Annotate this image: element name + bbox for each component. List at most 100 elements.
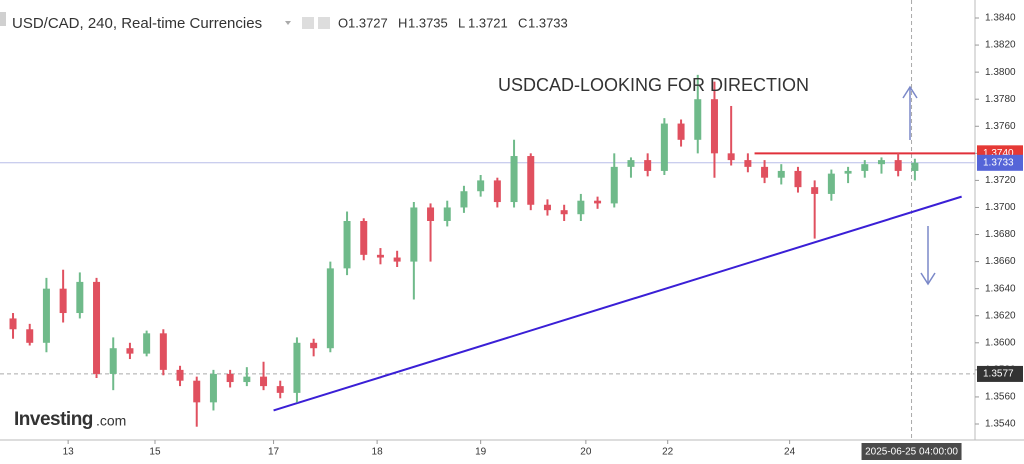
candle-body: [76, 281, 84, 314]
candle-body: [260, 376, 268, 387]
candle-body: [226, 373, 234, 383]
x-tick-label: 19: [475, 447, 487, 458]
marks-layer: [9, 74, 975, 427]
y-tick-label: 1.3780: [985, 94, 1016, 105]
price-label-box: [977, 154, 1023, 171]
time-label-box: [861, 443, 962, 460]
x-tick-label: 13: [63, 447, 75, 458]
up-arrow-head: [902, 85, 918, 99]
dropdown-icon[interactable]: [285, 21, 291, 25]
candle-body: [660, 123, 668, 171]
x-tick-label: 15: [149, 447, 161, 458]
x-tick-label: 17: [268, 447, 280, 458]
candle-body: [677, 123, 685, 140]
y-tick-label: 1.3800: [985, 67, 1016, 78]
ohlc-value: 1.3733: [528, 15, 568, 30]
candle-body: [744, 160, 752, 167]
candle-body: [510, 156, 518, 203]
ohlc-value: 1.3727: [348, 15, 388, 30]
y-tick-label: 1.3720: [985, 175, 1016, 186]
candle-body: [794, 170, 802, 188]
y-tick-label: 1.3680: [985, 229, 1016, 240]
candle-body: [594, 200, 602, 204]
candle-body: [276, 386, 284, 393]
candle-body: [360, 221, 368, 255]
logo-suffix: .com: [96, 413, 126, 429]
candle-body: [460, 191, 468, 208]
candle-body: [811, 187, 819, 194]
candle-body: [710, 99, 718, 154]
logo: Investing: [14, 409, 93, 430]
candle-body: [577, 200, 585, 215]
candle-body: [844, 170, 852, 174]
candle-body: [193, 380, 201, 403]
x-tick-label: 22: [662, 447, 674, 458]
x-tick-label: 24: [784, 447, 796, 458]
symbol-title[interactable]: USD/CAD, 240, Real-time Currencies: [12, 15, 262, 32]
candle-body: [376, 254, 384, 258]
candle-body: [159, 333, 167, 370]
y-tick-label: 1.3700: [985, 202, 1016, 213]
candle-body: [443, 207, 451, 221]
trendline: [273, 195, 962, 412]
candle-body: [727, 153, 735, 161]
candle-body: [861, 164, 869, 171]
candle-body: [610, 166, 618, 204]
y-tick-label: 1.3820: [985, 40, 1016, 51]
candle-body: [126, 348, 134, 354]
candle-body: [59, 288, 67, 314]
candle-body: [477, 180, 485, 192]
price-label-box: [977, 365, 1023, 382]
candle-body: [543, 204, 551, 211]
header-handle: [0, 12, 6, 26]
y-tick-label: 1.3640: [985, 283, 1016, 294]
candle-body: [493, 180, 501, 203]
candle-body: [427, 207, 435, 221]
settings-icon[interactable]: [302, 17, 314, 29]
candle-body: [42, 288, 50, 343]
ohlc-header: O 1.3727 H 1.3735 L 1.3721 C 1.3733: [338, 15, 568, 30]
candle-body: [343, 221, 351, 269]
ohlc-value: 1.3735: [408, 15, 448, 30]
ohlc-letter: L: [458, 15, 465, 30]
candle-body: [694, 99, 702, 140]
candle-body: [293, 342, 301, 393]
candle-body: [560, 210, 568, 215]
candle-body: [310, 342, 318, 349]
arrows: [902, 85, 936, 286]
candle-body: [26, 329, 34, 343]
y-tick-label: 1.3560: [985, 392, 1016, 403]
x-tick-label: 18: [372, 447, 384, 458]
ohlc-letter: C: [518, 15, 527, 30]
candle-body: [410, 207, 418, 262]
y-tick-label: 1.3760: [985, 121, 1016, 132]
axes-layer: 1.35401.35601.35801.36001.36201.36401.36…: [63, 13, 1023, 460]
candle-body: [143, 333, 151, 354]
annotation: USDCAD-LOOKING FOR DIRECTION: [498, 75, 809, 95]
candle-body: [243, 376, 251, 383]
candle-body: [644, 160, 652, 171]
candle-body: [761, 166, 769, 178]
down-arrow-head: [920, 272, 936, 286]
candle-body: [9, 318, 17, 330]
x-tick-label: 20: [580, 447, 592, 458]
time-label: 2025-06-25 04:00:00: [865, 447, 958, 458]
candle-body: [326, 268, 334, 349]
y-tick-label: 1.3840: [985, 13, 1016, 24]
candle-body: [109, 348, 117, 374]
y-tick-label: 1.3660: [985, 256, 1016, 267]
candle-body: [777, 170, 785, 178]
candle-body: [209, 373, 217, 403]
candle-body: [527, 156, 535, 205]
y-tick-label: 1.3600: [985, 337, 1016, 348]
close-icon[interactable]: [318, 17, 330, 29]
y-tick-label: 1.3540: [985, 419, 1016, 430]
candle-body: [93, 281, 101, 374]
price-label: 1.3577: [983, 369, 1014, 380]
price-label: 1.3740: [983, 148, 1014, 159]
candle-body: [827, 173, 835, 194]
candle-body: [393, 257, 401, 262]
